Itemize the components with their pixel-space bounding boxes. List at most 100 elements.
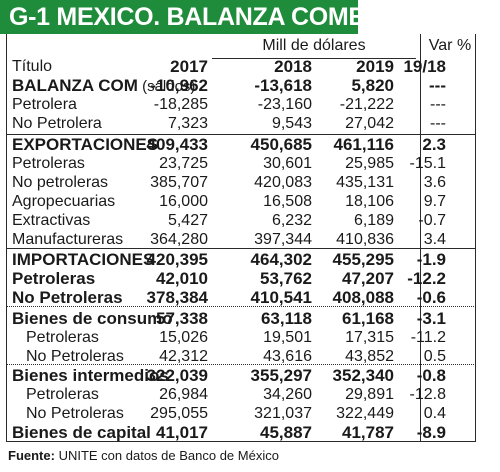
section-divider — [6, 134, 476, 135]
table-row: Petroleras 26,984 34,260 29,891 -12.8 — [0, 386, 476, 404]
value-var: -1.9 — [416, 250, 446, 269]
value-2019: -21,222 — [339, 96, 394, 113]
value-2018: 63,118 — [260, 309, 312, 328]
value-2019: 435,131 — [336, 174, 394, 191]
row-label: No petroleras — [12, 174, 109, 191]
value-2017: 364,280 — [150, 231, 208, 248]
table-row: No Petrolera 7,323 9,543 27,042 --- — [0, 115, 476, 133]
value-2017: 5,427 — [167, 212, 208, 229]
value-var: 2.3 — [422, 135, 446, 154]
source-label: Fuente: — [8, 448, 55, 463]
value-2017: 23,725 — [159, 155, 208, 172]
table-title: G-1 MEXICO. BALANZA COMERCIAL — [0, 0, 440, 34]
value-2017: -18,285 — [153, 96, 208, 113]
value-var: 0.5 — [423, 348, 446, 365]
header-var-period: 19/18 — [403, 57, 446, 76]
header-units-underline — [212, 58, 416, 59]
value-2017: 295,055 — [150, 405, 208, 422]
table-row: EXPORTACIONES 409,433 450,685 461,116 2.3 — [0, 136, 476, 154]
header-2018: 2018 — [274, 57, 312, 76]
row-label: BALANZA COM (saldos) — [12, 76, 196, 96]
value-var: -3.1 — [416, 309, 446, 328]
header-2017: 2017 — [170, 57, 208, 76]
row-label: No Petrolera — [12, 115, 102, 132]
value-var: --- — [429, 76, 446, 95]
row-label: Petroleras — [12, 269, 96, 288]
value-var: -11.2 — [410, 329, 446, 346]
table-row: BALANZA COM (saldos) -10,962 -13,618 5,820 -… — [0, 76, 476, 96]
value-2017: 57,338 — [156, 309, 208, 328]
value-2019: 25,985 — [345, 155, 394, 172]
value-var: -12.8 — [409, 386, 446, 403]
value-2018: -13,618 — [254, 76, 312, 95]
value-var: 0.4 — [423, 405, 446, 422]
value-var: --- — [430, 115, 446, 132]
value-2018: 420,083 — [254, 174, 312, 191]
value-2017: 15,026 — [159, 329, 208, 346]
row-label: Petrolera — [12, 96, 77, 113]
table-row: Manufactureras 364,280 397,344 410,836 3.4 — [0, 231, 476, 249]
value-2019: 322,449 — [336, 405, 394, 422]
value-2018: 355,297 — [250, 366, 312, 385]
section-divider-dotted — [6, 364, 476, 365]
value-2019: 408,088 — [332, 288, 394, 307]
value-2019: 41,787 — [342, 423, 394, 442]
value-var: 3.6 — [423, 174, 446, 191]
value-2018: 410,541 — [250, 288, 312, 307]
value-2018: 321,037 — [254, 405, 312, 422]
source-text: UNITE con datos de Banco de México — [54, 448, 279, 463]
table-row: No Petroleras 42,312 43,616 43,852 0.5 — [0, 348, 476, 366]
row-label: Bienes de consumo — [12, 309, 173, 328]
value-2018: 53,762 — [260, 269, 312, 288]
value-2017: 16,000 — [159, 193, 208, 210]
value-var: -15.1 — [409, 155, 446, 172]
table-row: No Petroleras 378,384 410,541 408,088 -0.6 — [0, 289, 476, 307]
value-2017: 26,984 — [159, 386, 208, 403]
value-2018: 34,260 — [263, 386, 312, 403]
value-var: -0.7 — [418, 212, 446, 229]
value-2019: 47,207 — [342, 269, 394, 288]
value-2019: 352,340 — [332, 366, 394, 385]
value-2017: 378,384 — [146, 288, 208, 307]
table-row: Petroleras 23,725 30,601 25,985 -15.1 — [0, 155, 476, 173]
value-2018: 9,543 — [271, 115, 312, 132]
value-2019: 6,189 — [353, 212, 394, 229]
row-label: Extractivas — [12, 212, 91, 229]
value-2018: -23,160 — [257, 96, 312, 113]
table-border — [6, 34, 476, 442]
table-row: Extractivas 5,427 6,232 6,189 -0.7 — [0, 212, 476, 230]
row-label: Petroleras — [26, 329, 99, 346]
row-label: Bienes intermedios — [12, 366, 169, 385]
value-2019: 410,836 — [336, 231, 394, 248]
header-var: Var % — [428, 37, 472, 54]
value-var: -8.9 — [416, 423, 446, 442]
var-column-divider — [420, 34, 421, 442]
value-2019: 461,116 — [333, 135, 394, 154]
value-2017: 420,395 — [146, 250, 208, 269]
row-label: Manufactureras — [12, 231, 124, 248]
value-2019: 43,852 — [345, 348, 394, 365]
table-row: Petroleras 15,026 19,501 17,315 -11.2 — [0, 329, 476, 347]
value-2019: 29,891 — [345, 386, 394, 403]
value-var: -0.6 — [416, 288, 446, 307]
value-2019: 18,106 — [345, 193, 394, 210]
table-row: No petroleras 385,707 420,083 435,131 3.6 — [0, 174, 476, 192]
value-2018: 30,601 — [263, 155, 312, 172]
row-label: No Petroleras — [12, 288, 123, 307]
value-2019: 455,295 — [332, 250, 394, 269]
table-row: Petrolera -18,285 -23,160 -21,222 --- — [0, 96, 476, 114]
value-2018: 16,508 — [263, 193, 312, 210]
value-2018: 450,685 — [250, 135, 312, 154]
value-2018: 43,616 — [263, 348, 312, 365]
value-2017: -10,962 — [150, 76, 208, 95]
table-row: Bienes de capital 41,017 45,887 41,787 -8.9 — [0, 424, 476, 442]
value-2017: 385,707 — [150, 174, 208, 191]
value-2018: 19,501 — [263, 329, 312, 346]
row-label: Agropecuarias — [12, 193, 116, 210]
table-row: IMPORTACIONES 420,395 464,302 455,295 -1.9 — [0, 251, 476, 269]
header-title: Título — [12, 58, 53, 75]
value-2017: 322,039 — [146, 366, 208, 385]
value-var: --- — [430, 96, 446, 113]
table-row: No Petroleras 295,055 321,037 322,449 0.4 — [0, 405, 476, 423]
